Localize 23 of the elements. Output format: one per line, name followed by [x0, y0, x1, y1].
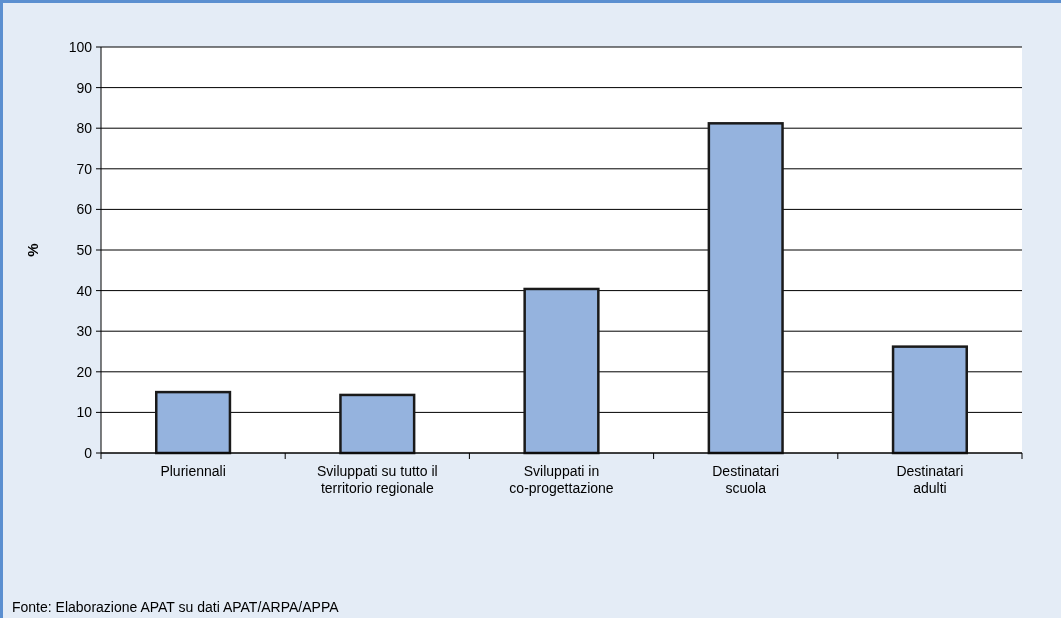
- y-tick-label: 30: [76, 323, 93, 340]
- x-tick-label: Destinatari adulti: [896, 463, 964, 496]
- bar: [707, 122, 784, 455]
- y-tick-label: 40: [76, 282, 93, 299]
- bar: [891, 345, 968, 455]
- x-tick-label: Sviluppati in co-progettazione: [509, 463, 614, 496]
- y-tick-label: 20: [76, 363, 93, 380]
- y-tick-label: 100: [68, 38, 93, 55]
- y-tick-label: 10: [76, 404, 93, 421]
- y-tick-label: 70: [76, 160, 93, 177]
- y-tick-label: 80: [76, 120, 93, 137]
- bar: [155, 390, 232, 455]
- y-tick-label: 0: [84, 444, 93, 461]
- y-tick-label: 90: [76, 79, 93, 96]
- bar: [523, 287, 600, 455]
- y-tick-label: 50: [76, 241, 93, 258]
- source-note: Fonte: Elaborazione APAT su dati APAT/ARPA/APPA: [12, 599, 340, 615]
- x-tick-label: Sviluppati su tutto il territorio regionale: [316, 463, 438, 496]
- y-axis-title: %: [24, 243, 41, 257]
- y-tick-label: 60: [76, 201, 93, 218]
- bar: [339, 393, 416, 455]
- x-tick-label: Pluriennali: [160, 463, 226, 479]
- x-tick-label: Destinatari scuola: [712, 463, 780, 496]
